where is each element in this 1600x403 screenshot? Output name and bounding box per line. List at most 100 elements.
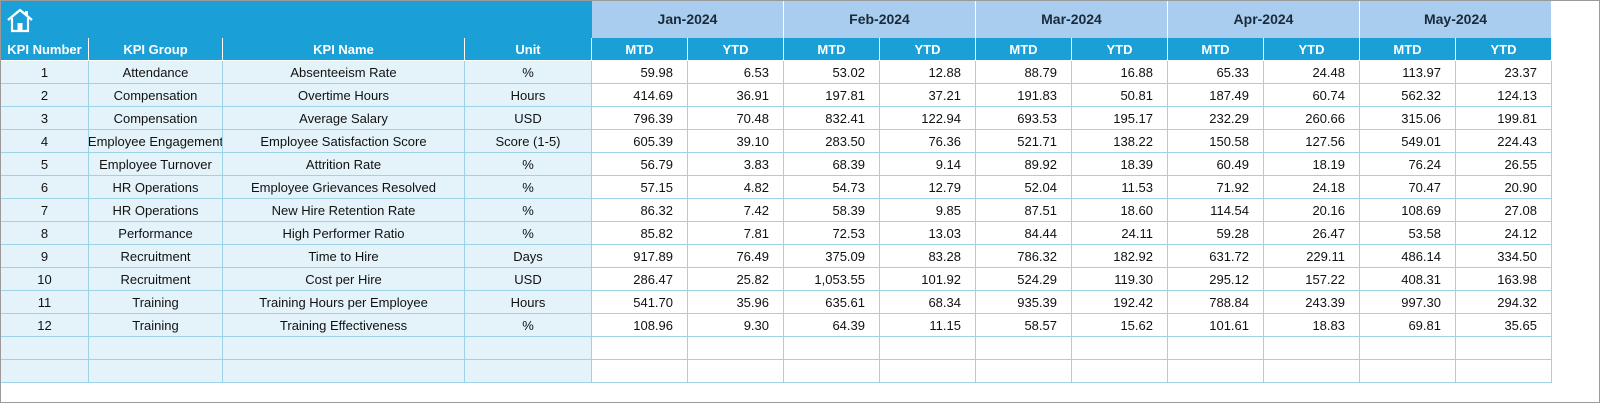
- empty-cell: [1168, 360, 1264, 383]
- value-cell: 101.92: [880, 268, 976, 291]
- kpi-cell: Employee Turnover: [89, 153, 223, 176]
- value-cell: 191.83: [976, 84, 1072, 107]
- value-cell: 70.47: [1360, 176, 1456, 199]
- kpi-cell: 10: [1, 268, 89, 291]
- month-header: Mar-2024: [976, 1, 1168, 38]
- value-cell: 101.61: [1168, 314, 1264, 337]
- value-cell: 24.11: [1072, 222, 1168, 245]
- value-cell: 70.48: [688, 107, 784, 130]
- value-cell: 334.50: [1456, 245, 1552, 268]
- value-cell: 917.89: [592, 245, 688, 268]
- value-cell: 7.42: [688, 199, 784, 222]
- empty-cell: [784, 360, 880, 383]
- value-cell: 25.82: [688, 268, 784, 291]
- value-cell: 37.21: [880, 84, 976, 107]
- kpi-cell: USD: [465, 107, 592, 130]
- kpi-cell: 6: [1, 176, 89, 199]
- value-cell: 54.73: [784, 176, 880, 199]
- column-header: KPI Group: [89, 38, 223, 61]
- value-cell: 286.47: [592, 268, 688, 291]
- kpi-cell: 3: [1, 107, 89, 130]
- empty-cell: [976, 360, 1072, 383]
- kpi-cell: 2: [1, 84, 89, 107]
- value-cell: 192.42: [1072, 291, 1168, 314]
- value-cell: 59.28: [1168, 222, 1264, 245]
- value-cell: 197.81: [784, 84, 880, 107]
- value-cell: 122.94: [880, 107, 976, 130]
- kpi-cell: 9: [1, 245, 89, 268]
- value-cell: 199.81: [1456, 107, 1552, 130]
- kpi-cell: Hours: [465, 291, 592, 314]
- value-cell: 56.79: [592, 153, 688, 176]
- kpi-cell: Training Hours per Employee: [223, 291, 465, 314]
- value-cell: 59.98: [592, 61, 688, 84]
- empty-cell: [1264, 337, 1360, 360]
- kpi-cell: Score (1-5): [465, 130, 592, 153]
- value-cell: 163.98: [1456, 268, 1552, 291]
- kpi-cell: USD: [465, 268, 592, 291]
- value-cell: 76.49: [688, 245, 784, 268]
- empty-cell: [1072, 337, 1168, 360]
- value-cell: 58.39: [784, 199, 880, 222]
- empty-cell: [592, 360, 688, 383]
- value-cell: 375.09: [784, 245, 880, 268]
- value-cell: 150.58: [1168, 130, 1264, 153]
- value-cell: 408.31: [1360, 268, 1456, 291]
- kpi-cell: Compensation: [89, 107, 223, 130]
- kpi-cell: Recruitment: [89, 268, 223, 291]
- kpi-cell: Compensation: [89, 84, 223, 107]
- kpi-cell: Attendance: [89, 61, 223, 84]
- kpi-cell: 4: [1, 130, 89, 153]
- empty-cell: [880, 337, 976, 360]
- value-cell: 541.70: [592, 291, 688, 314]
- empty-cell: [880, 360, 976, 383]
- kpi-cell: %: [465, 222, 592, 245]
- kpi-cell: %: [465, 176, 592, 199]
- value-cell: 20.90: [1456, 176, 1552, 199]
- value-cell: 283.50: [784, 130, 880, 153]
- value-cell: 35.96: [688, 291, 784, 314]
- value-cell: 20.16: [1264, 199, 1360, 222]
- value-cell: 294.32: [1456, 291, 1552, 314]
- value-cell: 549.01: [1360, 130, 1456, 153]
- value-cell: 84.44: [976, 222, 1072, 245]
- empty-cell: [1456, 360, 1552, 383]
- value-cell: 35.65: [1456, 314, 1552, 337]
- value-cell: 72.53: [784, 222, 880, 245]
- period-header: MTD: [1360, 38, 1456, 61]
- kpi-cell: %: [465, 314, 592, 337]
- value-cell: 9.30: [688, 314, 784, 337]
- empty-cell: [1264, 360, 1360, 383]
- value-cell: 182.92: [1072, 245, 1168, 268]
- kpi-cell: Overtime Hours: [223, 84, 465, 107]
- value-cell: 521.71: [976, 130, 1072, 153]
- value-cell: 60.49: [1168, 153, 1264, 176]
- empty-cell: [976, 337, 1072, 360]
- value-cell: 23.37: [1456, 61, 1552, 84]
- home-icon[interactable]: [5, 7, 35, 33]
- period-header: YTD: [1264, 38, 1360, 61]
- value-cell: 89.92: [976, 153, 1072, 176]
- value-cell: 87.51: [976, 199, 1072, 222]
- value-cell: 24.18: [1264, 176, 1360, 199]
- kpi-cell: 8: [1, 222, 89, 245]
- value-cell: 69.81: [1360, 314, 1456, 337]
- value-cell: 16.88: [1072, 61, 1168, 84]
- value-cell: 85.82: [592, 222, 688, 245]
- kpi-cell: Absenteeism Rate: [223, 61, 465, 84]
- value-cell: 71.92: [1168, 176, 1264, 199]
- value-cell: 786.32: [976, 245, 1072, 268]
- empty-cell: [1, 360, 89, 383]
- value-cell: 88.79: [976, 61, 1072, 84]
- empty-cell: [688, 360, 784, 383]
- period-header: YTD: [688, 38, 784, 61]
- month-header: Apr-2024: [1168, 1, 1360, 38]
- kpi-cell: Average Salary: [223, 107, 465, 130]
- empty-cell: [1360, 337, 1456, 360]
- kpi-cell: Hours: [465, 84, 592, 107]
- header-banner: [1, 1, 592, 38]
- value-cell: 24.48: [1264, 61, 1360, 84]
- value-cell: 60.74: [1264, 84, 1360, 107]
- kpi-cell: Time to Hire: [223, 245, 465, 268]
